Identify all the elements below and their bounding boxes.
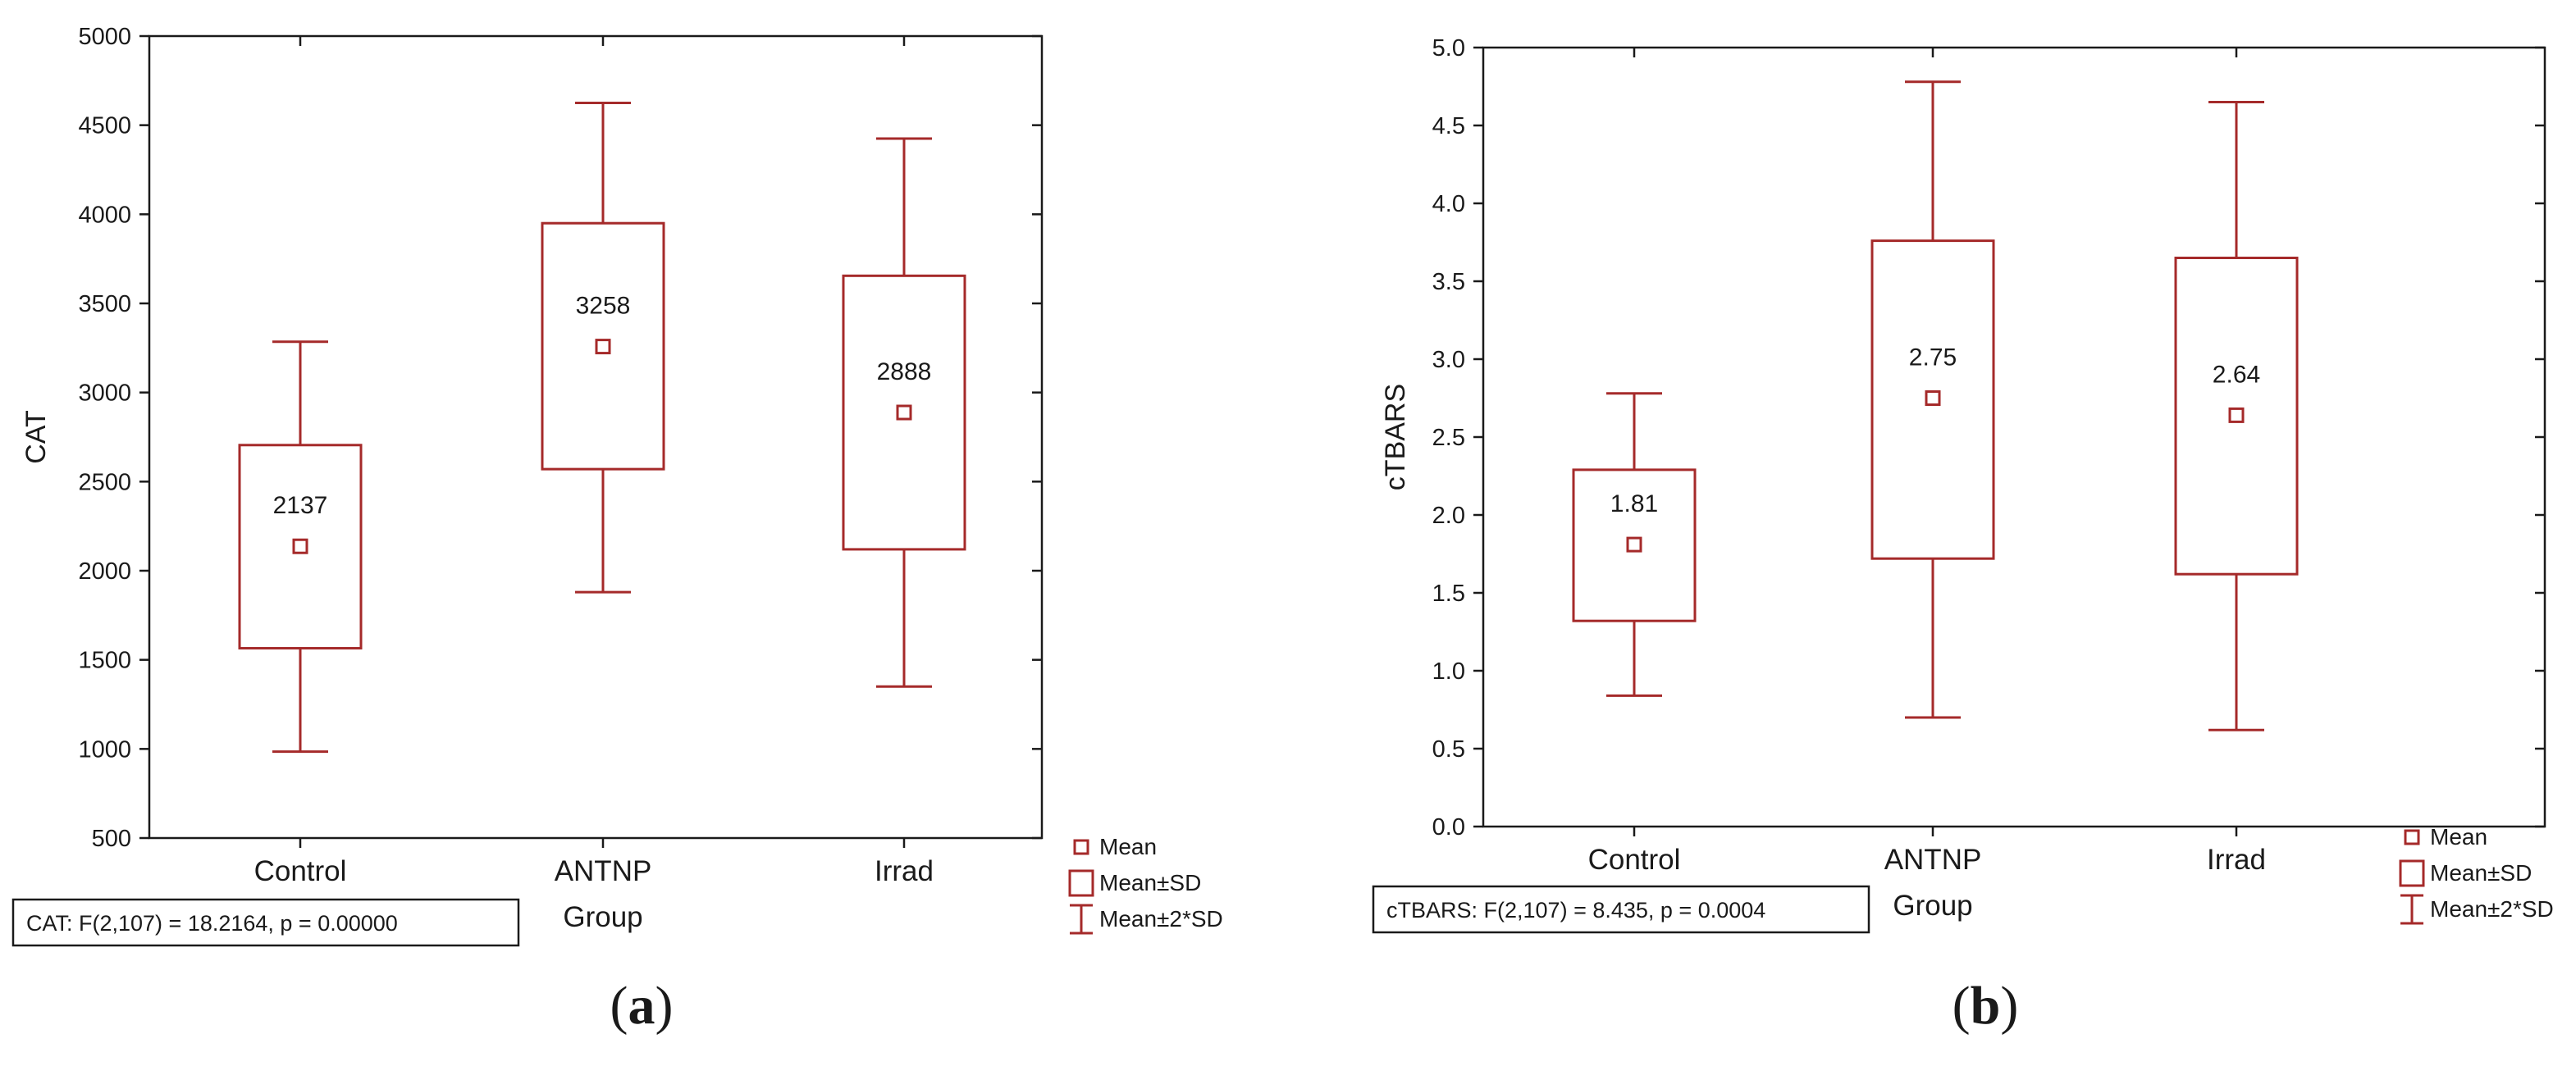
legend: Mean Mean±SD Mean±2*SD xyxy=(1068,834,1223,935)
y-tick-label: 1.5 xyxy=(1432,581,1465,607)
stat-box xyxy=(1372,885,1870,934)
sd-box xyxy=(842,274,966,551)
mean-value-label: 2.64 xyxy=(2213,361,2260,388)
x-tick-label: Irrad xyxy=(875,855,934,887)
legend-label-2sd: Mean±2*SD xyxy=(2430,896,2554,922)
panel-label-paren: ( xyxy=(1953,976,1971,1036)
mean-marker-icon xyxy=(2404,829,2420,845)
panel-label-paren: ) xyxy=(655,976,674,1036)
y-tick-label: 500 xyxy=(92,826,131,852)
stat-box xyxy=(11,898,520,947)
panel-label-letter: b xyxy=(1971,976,2001,1036)
mean-marker xyxy=(2228,407,2245,423)
y-tick-label: 0.0 xyxy=(1432,814,1465,840)
y-tick-label: 2000 xyxy=(78,558,131,585)
x-tick-label: Irrad xyxy=(2207,844,2266,876)
legend-label-sd: Mean±SD xyxy=(1099,870,1201,895)
sd-box xyxy=(1870,239,1995,560)
x-tick-label: ANTNP xyxy=(555,855,652,887)
y-tick-label: 4000 xyxy=(78,202,131,228)
sd-box-icon xyxy=(1068,869,1094,897)
x-tick-label: Control xyxy=(254,855,347,887)
sd-box-icon xyxy=(2399,859,2425,887)
mean-value-label: 2888 xyxy=(877,358,932,385)
mean-marker xyxy=(292,538,308,554)
chart-panel-b: 0.0 0.5 1.0 1.5 2.0 2.5 3.0 3.5 4.0 4.5 5.0 cTBARS C… xyxy=(1372,35,2554,1036)
y-tick-label: 2500 xyxy=(78,469,131,495)
x-tick-label: ANTNP xyxy=(1884,844,1982,876)
mean-value-label: 2.75 xyxy=(1909,344,1957,371)
y-tick-label: 4.5 xyxy=(1432,113,1465,139)
stat-text: cTBARS: F(2,107) = 8.435, p = 0.0004 xyxy=(1386,898,1765,922)
plot-frame xyxy=(1482,46,2546,828)
panel-label-letter: a xyxy=(628,976,655,1036)
y-tick-label: 5.0 xyxy=(1432,35,1465,61)
mean-value-label: 2137 xyxy=(273,492,328,519)
legend-label-mean: Mean xyxy=(2430,824,2487,850)
y-tick-label: 1500 xyxy=(78,648,131,674)
x-axis-label: Group xyxy=(563,901,642,933)
y-tick-label: 3500 xyxy=(78,291,131,317)
panel-label: (a) xyxy=(610,976,674,1036)
sd-box xyxy=(238,444,363,650)
legend-label-sd: Mean±SD xyxy=(2430,860,2532,886)
y-tick-label: 4.0 xyxy=(1432,191,1465,217)
mean-marker-icon xyxy=(1073,839,1089,855)
mean-marker xyxy=(1626,536,1642,553)
stat-text: CAT: F(2,107) = 18.2164, p = 0.00000 xyxy=(26,911,398,936)
y-axis-label: cTBARS xyxy=(1380,384,1411,490)
panel-label: (b) xyxy=(1953,976,2019,1036)
mean-value-label: 1.81 xyxy=(1610,490,1658,517)
mean-marker xyxy=(595,339,611,355)
panel-label-paren: ) xyxy=(2000,976,2018,1036)
y-tick-label: 1.0 xyxy=(1432,658,1465,685)
x-tick-label: Control xyxy=(1588,844,1681,876)
y-tick-label: 0.5 xyxy=(1432,736,1465,763)
y-axis-label: CAT xyxy=(21,410,52,463)
legend-label-mean: Mean xyxy=(1099,834,1157,859)
plot-frame xyxy=(148,34,1044,840)
chart-panel-a: 500 1000 1500 2000 2500 3000 3500 4000 4500 5000 C… xyxy=(11,24,1223,1036)
legend: Mean Mean±SD Mean±2*SD xyxy=(2399,824,2554,925)
y-tick-label: 3.5 xyxy=(1432,269,1465,295)
mean-marker xyxy=(896,404,912,421)
y-tick-label: 2.0 xyxy=(1432,503,1465,529)
sd-box xyxy=(1572,468,1697,622)
y-tick-label: 5000 xyxy=(78,24,131,50)
y-tick-label: 3000 xyxy=(78,380,131,407)
sd-box xyxy=(2174,257,2299,576)
y-tick-label: 4500 xyxy=(78,113,131,139)
x-axis-label: Group xyxy=(1893,890,1972,922)
legend-label-2sd: Mean±2*SD xyxy=(1099,906,1223,932)
y-tick-label: 3.0 xyxy=(1432,347,1465,373)
y-tick-label: 1000 xyxy=(78,736,131,763)
y-tick-label: 2.5 xyxy=(1432,425,1465,451)
mean-value-label: 3258 xyxy=(576,293,631,320)
sd-box xyxy=(541,221,665,471)
panel-label-paren: ( xyxy=(610,976,628,1036)
mean-marker xyxy=(1925,390,1941,406)
